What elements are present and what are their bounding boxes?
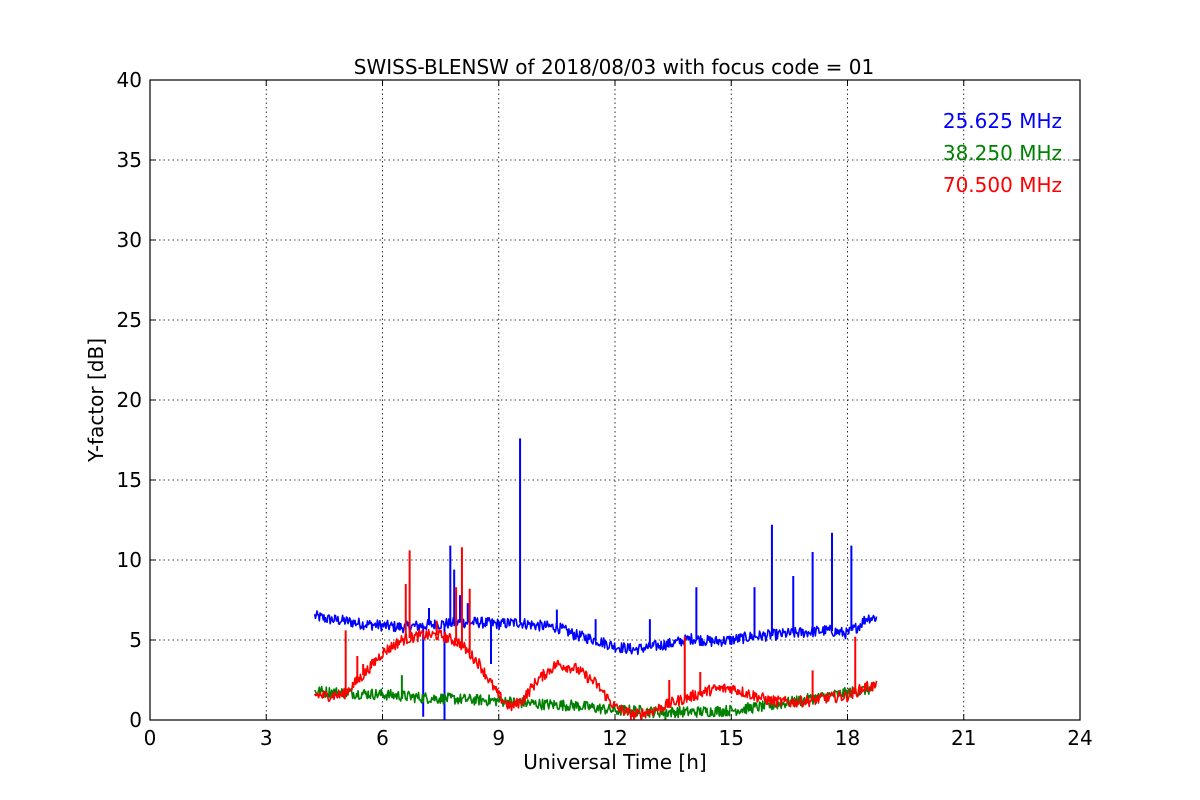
y-tick-label: 35 — [117, 148, 142, 172]
legend-entry: 38.250 MHz — [943, 141, 1062, 165]
y-tick-labels: 0 5 10 15 20 25 30 35 40 — [117, 68, 142, 732]
x-tick-label: 6 — [376, 726, 389, 750]
x-tick-label: 21 — [951, 726, 976, 750]
y-axis-label: Y-factor [dB] — [84, 338, 108, 463]
x-tick-label: 18 — [835, 726, 860, 750]
series-2 — [314, 675, 877, 720]
x-tick-label: 15 — [719, 726, 744, 750]
series-3 — [313, 547, 878, 721]
series-line — [313, 610, 878, 656]
chart-title: SWISS-BLENSW of 2018/08/03 with focus co… — [354, 55, 875, 79]
y-tick-label: 40 — [117, 68, 142, 92]
ticks — [149, 79, 1081, 721]
x-tick-label: 9 — [492, 726, 505, 750]
x-tick-label: 24 — [1067, 726, 1092, 750]
y-tick-label: 10 — [117, 548, 142, 572]
y-tick-label: 30 — [117, 228, 142, 252]
series-line — [313, 628, 878, 721]
x-tick-labels: 0 3 6 9 12 15 18 21 24 — [144, 726, 1093, 750]
series-line — [314, 682, 877, 719]
legend-entry: 25.625 MHz — [943, 109, 1062, 133]
x-tick-label: 0 — [144, 726, 157, 750]
y-tick-label: 25 — [117, 308, 142, 332]
y-tick-label: 5 — [129, 628, 142, 652]
x-axis-label: Universal Time [h] — [523, 750, 706, 774]
legend-entry: 70.500 MHz — [943, 173, 1062, 197]
y-tick-label: 20 — [117, 388, 142, 412]
x-tick-label: 12 — [602, 726, 627, 750]
y-tick-label: 15 — [117, 468, 142, 492]
legend: 25.625 MHz 38.250 MHz 70.500 MHz — [943, 109, 1062, 197]
x-tick-label: 3 — [260, 726, 273, 750]
y-tick-label: 0 — [129, 708, 142, 732]
series-layer — [313, 438, 878, 721]
